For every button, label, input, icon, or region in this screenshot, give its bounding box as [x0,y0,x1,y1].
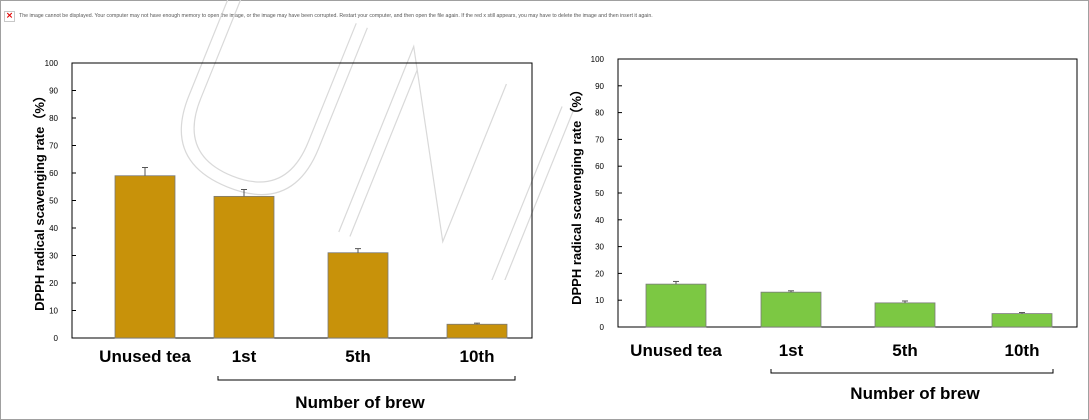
y-tick-label: 0 [54,334,59,343]
y-tick-label: 30 [49,252,58,261]
y-tick-label: 90 [595,82,604,91]
x-category-label: 10th [460,347,495,366]
bar [213,195,275,339]
y-tick-label: 60 [595,162,604,171]
y-tick-label: 70 [595,135,604,144]
y-tick-label: 10 [595,296,604,305]
y-tick-label: 100 [591,55,605,64]
y-tick-label: 20 [595,269,604,278]
y-tick-label: 60 [49,169,58,178]
y-tick-label: 20 [49,279,58,288]
y-axis-label: DPPH radical scavenging rate（%） [569,83,584,305]
bar [327,252,389,339]
y-tick-label: 80 [49,114,58,123]
y-tick-label: 70 [49,142,58,151]
x-axis-label: Number of brew [295,393,425,412]
y-tick-label: 50 [49,197,58,206]
y-tick-label: 0 [600,323,605,332]
x-category-label: 5th [892,341,918,360]
x-axis-label: Number of brew [850,384,980,403]
y-tick-label: 30 [595,243,604,252]
bar [760,291,822,328]
y-tick-label: 50 [595,189,604,198]
x-axis-bracket [770,369,1054,374]
x-category-label: 1st [232,347,257,366]
y-axis-label: DPPH radical scavenging rate（%） [32,89,47,311]
bar [114,175,176,339]
x-category-label: 10th [1005,341,1040,360]
y-tick-label: 40 [49,224,58,233]
y-tick-label: 40 [595,216,604,225]
bar [874,302,936,328]
x-category-label: 5th [345,347,371,366]
x-category-label: 1st [779,341,804,360]
x-axis-bracket [217,376,516,381]
y-tick-label: 90 [49,87,58,96]
broken-image-icon: × [4,10,15,22]
y-tick-label: 80 [595,109,604,118]
y-tick-label: 100 [45,59,59,68]
y-tick-label: 10 [49,307,58,316]
x-category-label: Unused tea [99,347,191,366]
x-category-label: Unused tea [630,341,722,360]
bar [645,283,707,328]
bar [991,313,1053,328]
